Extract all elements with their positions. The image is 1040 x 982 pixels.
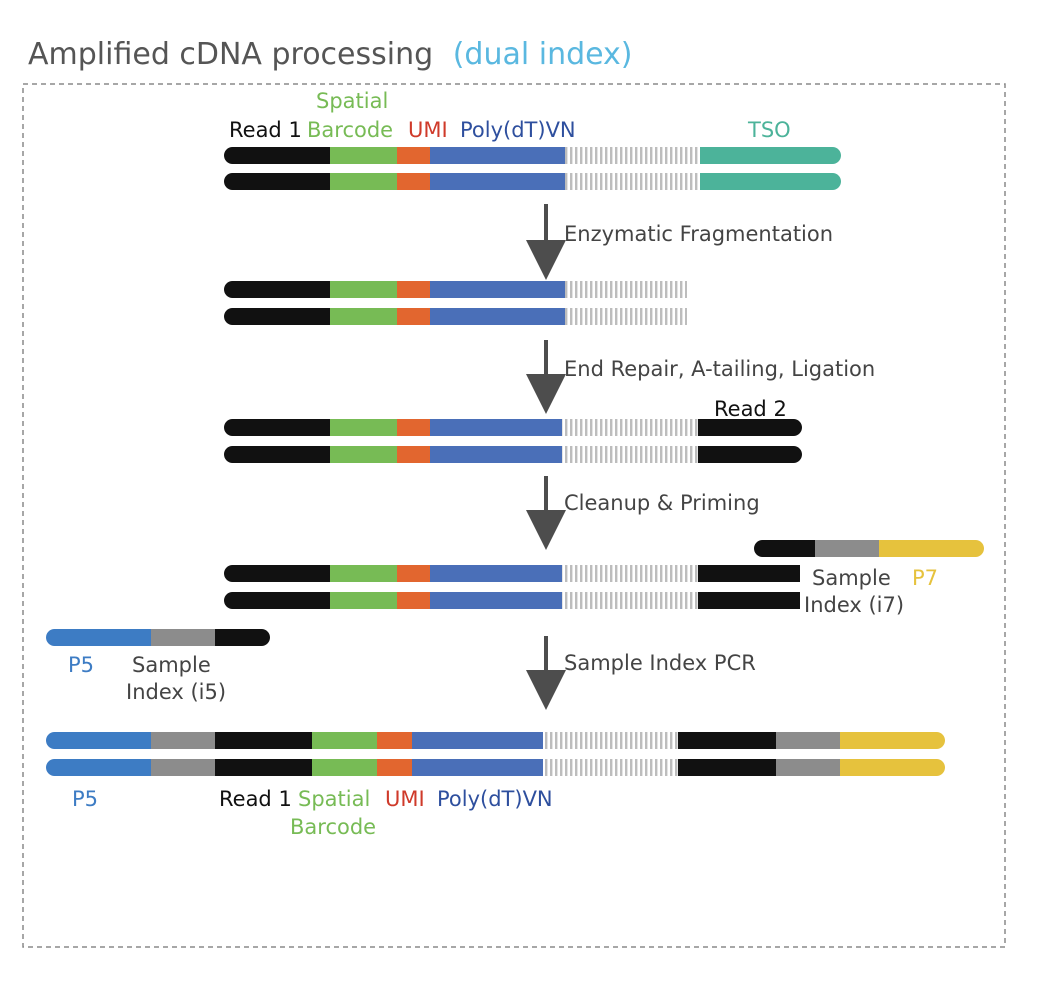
step-label-1: Enzymatic Fragmentation [564, 222, 833, 246]
title-main: Amplified cDNA processing [28, 37, 433, 72]
strand-3b [224, 446, 802, 463]
label-polydt-bottom: Poly(dT)VN [437, 787, 553, 811]
label-sample-i5: Sample [132, 653, 211, 677]
label-barcode-bottom: Barcode [290, 815, 376, 839]
strand-1b [224, 173, 841, 190]
row4-cleaned [224, 565, 800, 609]
label-polydt-top: Poly(dT)VN [460, 118, 576, 142]
step-label-3: Cleanup & Priming [564, 491, 760, 515]
label-spatial-top: Spatial [316, 89, 388, 113]
label-read2: Read 2 [714, 397, 787, 421]
label-tso: TSO [747, 118, 791, 142]
label-spatial-bottom: Spatial [298, 787, 370, 811]
strand-5a [46, 732, 945, 749]
primer-i7-p7 [754, 540, 984, 557]
row2-fragmented [224, 281, 687, 325]
step-label-4: Sample Index PCR [564, 651, 756, 675]
diagram-title: Amplified cDNA processing (dual index) [28, 37, 633, 72]
strand-4a [224, 565, 800, 582]
strand-2a [224, 281, 687, 298]
strand-2b [224, 308, 687, 325]
strand-1a [224, 147, 841, 164]
label-read1-top: Read 1 [229, 118, 302, 142]
label-umi-bottom: UMI [385, 787, 425, 811]
label-barcode-top: Barcode [307, 118, 393, 142]
strand-5b [46, 759, 945, 776]
label-read1-bottom: Read 1 [219, 787, 292, 811]
step-label-2: End Repair, A-tailing, Ligation [564, 357, 875, 381]
label-p7: P7 [912, 566, 938, 590]
row5-final-library [46, 732, 945, 776]
dashed-frame [22, 83, 1006, 948]
label-p5-bottom: P5 [72, 787, 98, 811]
primer-p5-i5 [46, 629, 270, 646]
row1-full-cdna [224, 147, 841, 190]
title-sub: (dual index) [453, 37, 633, 72]
label-index-i7: Index (i7) [804, 593, 904, 617]
strand-3a [224, 419, 802, 436]
label-p5-top: P5 [68, 653, 94, 677]
label-umi-top: UMI [408, 118, 448, 142]
row3-ligated [224, 419, 802, 463]
strand-4b [224, 592, 800, 609]
label-index-i5: Index (i5) [126, 680, 226, 704]
label-sample-i7: Sample [812, 566, 891, 590]
